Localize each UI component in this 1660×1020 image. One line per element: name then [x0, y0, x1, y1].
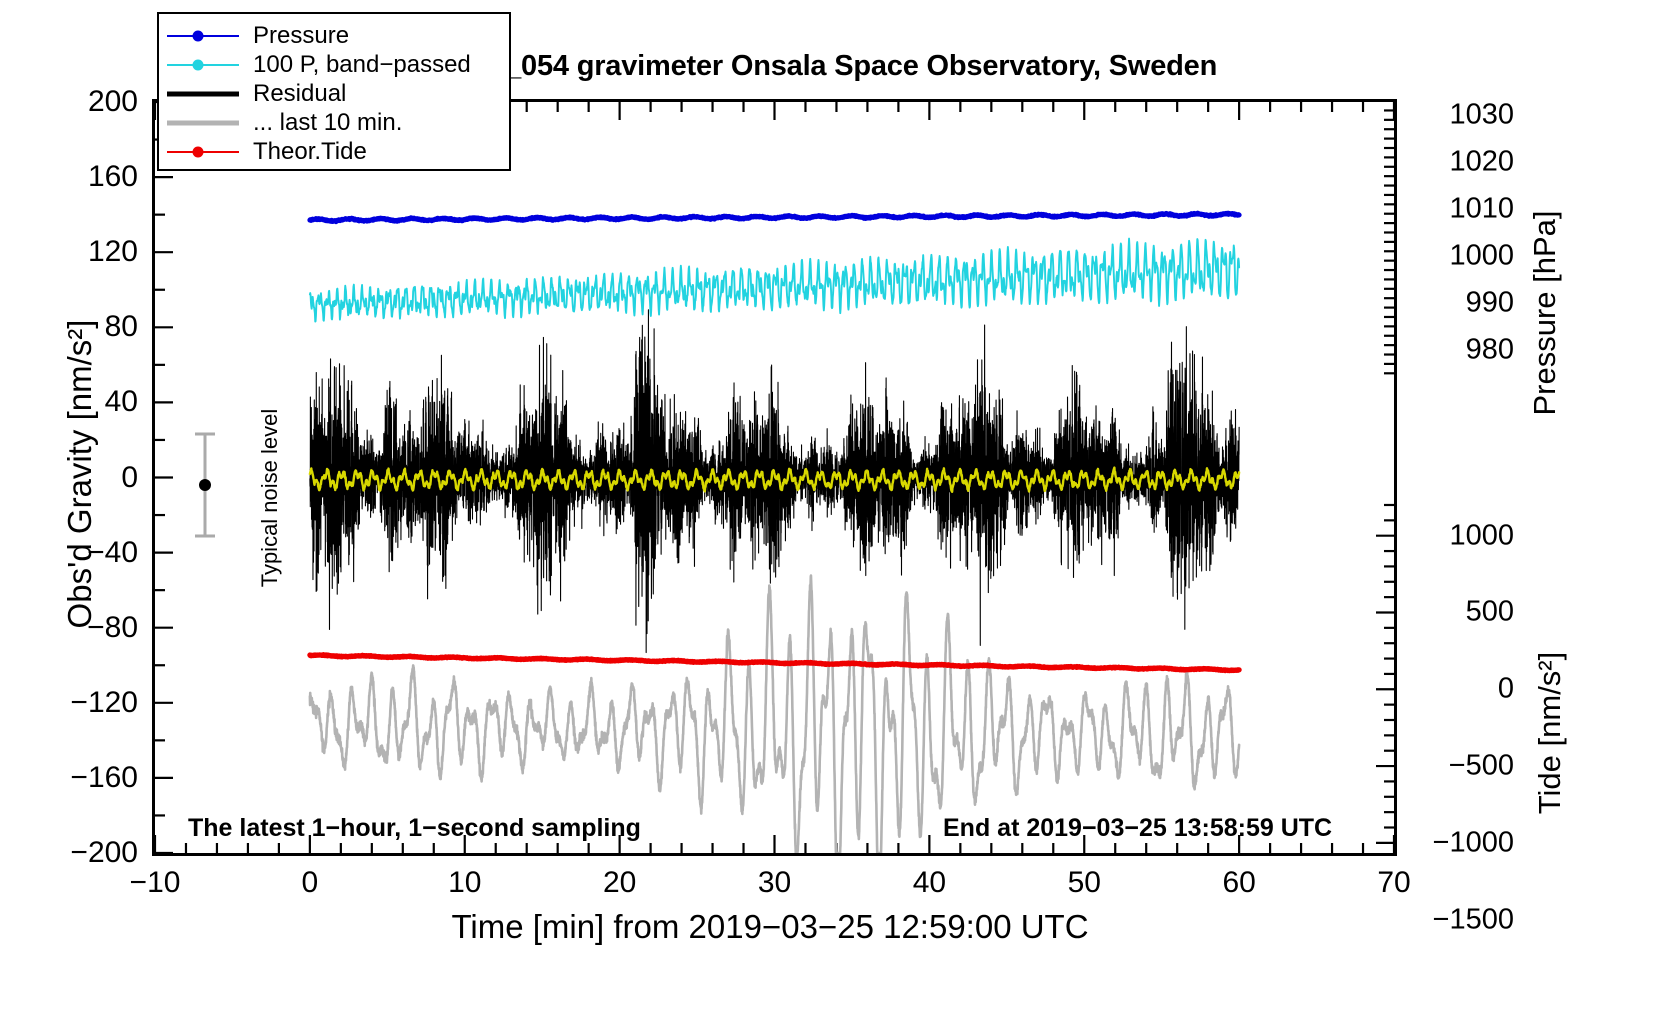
- y-left-tick-label: 200: [87, 85, 138, 118]
- y-left-tick-label: −200: [70, 836, 138, 869]
- x-tick-label: 20: [602, 866, 637, 899]
- y-right-pressure-tick-label: 1020: [1449, 145, 1514, 178]
- series-theor-tide: [307, 652, 1242, 674]
- page-title: SCG_054 gravimeter Onsala Space Observat…: [442, 50, 1218, 82]
- x-tick-label: 40: [912, 866, 947, 899]
- legend: Pressure 100 P, band−passed Residual... la…: [157, 12, 511, 171]
- y-right-pressure-tick-label: 980: [1465, 333, 1514, 366]
- legend-item-label: Theor.Tide: [253, 137, 367, 165]
- legend-item[interactable]: Pressure: [159, 21, 509, 50]
- series-last-10-min: [308, 574, 1241, 853]
- x-tick-label: 0: [301, 866, 319, 899]
- series-bandpassed: [308, 237, 1241, 323]
- legend-item-label: 100 P, band−passed: [253, 50, 471, 78]
- legend-item[interactable]: ... last 10 min.: [159, 108, 509, 137]
- legend-item[interactable]: Residual: [159, 79, 509, 108]
- plot-area: [152, 99, 1397, 856]
- y-right-tide-tick-label: −500: [1448, 749, 1514, 782]
- legend-item-label: Residual: [253, 79, 347, 107]
- y-right-pressure-tick-label: 1010: [1449, 192, 1514, 225]
- legend-item-label: ... last 10 min.: [253, 108, 403, 136]
- series-pressure: [307, 210, 1242, 225]
- x-tick-label: 70: [1377, 866, 1411, 899]
- y-left-tick-label: 160: [87, 160, 138, 194]
- axis-tick-marks: [155, 102, 1394, 853]
- y-left-tick-label: −80: [87, 610, 138, 644]
- y-right-tide-tick-label: −1500: [1432, 903, 1514, 936]
- legend-swatch-icon: [167, 142, 239, 162]
- legend-swatch-icon: [167, 26, 239, 46]
- noise-level-label: Typical noise level: [257, 408, 282, 588]
- legend-swatch-icon: [167, 113, 239, 133]
- x-axis-title: Time [min] from 2019−03−25 12:59:00 UTC: [451, 908, 1089, 945]
- legend-item[interactable]: 100 P, band−passed: [159, 50, 509, 79]
- legend-swatch-icon: [167, 55, 239, 75]
- y-right-tide-tick-label: 1000: [1449, 519, 1514, 552]
- x-tick-label: 50: [1067, 866, 1101, 899]
- plot-canvas: [155, 102, 1394, 853]
- y-left-tick-label: −120: [70, 685, 138, 719]
- y-left-tick-label: 0: [121, 460, 138, 494]
- typical-noise-level-marker: [195, 432, 215, 538]
- legend-item[interactable]: Theor.Tide: [159, 137, 509, 166]
- x-tick-label: 60: [1222, 866, 1256, 899]
- end-time-note: End at 2019−03−25 13:58:59 UTC: [943, 814, 1333, 842]
- y-right-tide-tick-label: −1000: [1432, 826, 1514, 859]
- y-left-tick-label: 120: [87, 235, 138, 269]
- sampling-note: The latest 1−hour, 1−second sampling: [188, 814, 641, 842]
- y-right-pressure-tick-label: 1030: [1449, 98, 1514, 131]
- y-right-pressure-tick-label: 990: [1465, 286, 1514, 319]
- y-right-pressure-tick-label: 1000: [1449, 239, 1514, 272]
- x-tick-label: −10: [129, 866, 181, 899]
- y-left-tick-label: −160: [70, 760, 138, 794]
- y-axis-left-ticks: 200 160 120 80 40 0 −40 −80 −120 −160 −200: [0, 0, 138, 1020]
- y-left-tick-label: 40: [104, 385, 138, 419]
- series-yellow-overlay: [308, 466, 1241, 493]
- legend-item-label: Pressure: [253, 21, 350, 49]
- y-left-tick-label: −40: [87, 535, 138, 569]
- x-tick-label: 10: [448, 866, 482, 899]
- series-residual: [309, 309, 1240, 654]
- y-axis-right-pressure-ticks: 1030 1020 1010 1000 990 980: [1408, 0, 1538, 1020]
- y-left-tick-label: 80: [104, 310, 138, 344]
- y-axis-right-tide-ticks: 1000 500 0 −500 −1000 −1500: [1408, 0, 1538, 1020]
- y-right-tide-tick-label: 500: [1465, 595, 1514, 628]
- legend-swatch-icon: [167, 84, 239, 104]
- x-tick-label: 30: [757, 866, 792, 899]
- y-right-tide-tick-label: 0: [1497, 672, 1514, 705]
